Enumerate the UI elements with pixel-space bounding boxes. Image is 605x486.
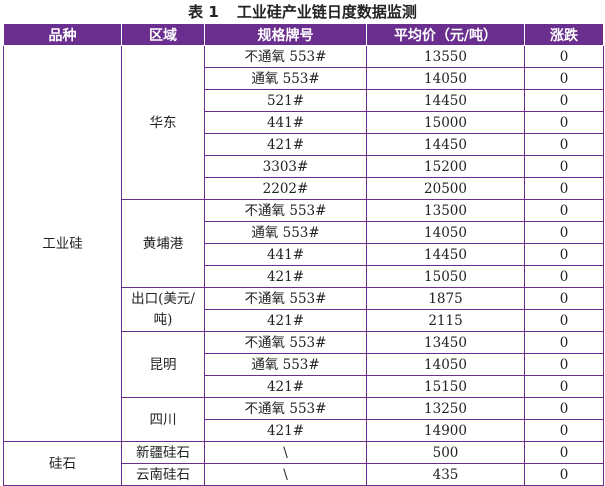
price-cell: 14900 [366, 419, 525, 442]
change-cell: 0 [524, 221, 604, 244]
spec-cell: 通氧 553# [204, 67, 367, 90]
price-cell: 15150 [366, 375, 525, 398]
table-row: 421# 15050 0 [4, 265, 604, 288]
table-row: 昆明 不通氧 553# 13450 0 [4, 331, 604, 398]
region-cell: 新疆硅石 [121, 441, 205, 464]
spec-cell: 不通氧 553# [204, 45, 367, 68]
price-cell: 14450 [366, 133, 525, 156]
price-cell: 15200 [366, 155, 525, 178]
table-body: 工业硅 华东 不通氧 553# 13550 0 通氧 553# 14050 0 521# 1445… [3, 45, 604, 486]
header-change: 涨跌 [524, 23, 604, 46]
change-cell: 0 [524, 419, 604, 442]
price-cell: 13450 [366, 331, 525, 354]
change-cell: 0 [524, 67, 604, 90]
table-row: 通氧 553# 14050 0 [4, 221, 604, 244]
price-cell: 14050 [366, 353, 525, 376]
price-cell: 435 [366, 463, 525, 486]
change-cell: 0 [524, 441, 604, 464]
region-cell: 出口(美元/吨) [121, 287, 205, 332]
price-cell: 13500 [366, 199, 525, 222]
region-cell: 昆明 [121, 331, 205, 398]
header-spec: 规格牌号 [204, 23, 367, 46]
table-row: 云南硅石 \ 435 0 [4, 463, 604, 486]
price-cell: 500 [366, 441, 525, 464]
table-row: 421# 15150 0 [4, 375, 604, 398]
price-cell: 14450 [366, 243, 525, 266]
spec-cell: 421# [204, 265, 367, 288]
region-cell: 黄埔港 [121, 199, 205, 288]
change-cell: 0 [524, 375, 604, 398]
table-caption: 表 1 工业硅产业链日度数据监测 [0, 0, 605, 22]
change-cell: 0 [524, 89, 604, 112]
table-row: 四川 不通氧 553# 13250 0 [4, 397, 604, 442]
change-cell: 0 [524, 331, 604, 354]
price-cell: 13250 [366, 397, 525, 420]
product-cell: 工业硅 [3, 45, 122, 442]
spec-cell: \ [204, 463, 367, 486]
price-cell: 14050 [366, 67, 525, 90]
spec-cell: 441# [204, 243, 367, 266]
price-cell: 14050 [366, 221, 525, 244]
region-cell: 四川 [121, 397, 205, 442]
spec-cell: 不通氧 553# [204, 397, 367, 420]
change-cell: 0 [524, 111, 604, 134]
region-cell: 云南硅石 [121, 463, 205, 486]
change-cell: 0 [524, 45, 604, 68]
spec-cell: \ [204, 441, 367, 464]
price-table: 品种 区域 规格牌号 平均价（元/吨） 涨跌 工业硅 华东 不通氧 553# 1355… [3, 23, 604, 486]
region-cell: 华东 [121, 45, 205, 200]
header-region: 区域 [121, 23, 205, 46]
price-cell: 15050 [366, 265, 525, 288]
spec-cell: 521# [204, 89, 367, 112]
change-cell: 0 [524, 155, 604, 178]
header-price: 平均价（元/吨） [366, 23, 525, 46]
spec-cell: 421# [204, 133, 367, 156]
change-cell: 0 [524, 287, 604, 310]
change-cell: 0 [524, 199, 604, 222]
price-cell: 1875 [366, 287, 525, 310]
change-cell: 0 [524, 243, 604, 266]
price-cell: 13550 [366, 45, 525, 68]
spec-cell: 不通氧 553# [204, 287, 367, 310]
table-row: 421# 14900 0 [4, 419, 604, 442]
header-row: 品种 区域 规格牌号 平均价（元/吨） 涨跌 [3, 23, 604, 46]
product-cell: 硅石 [3, 441, 122, 486]
table-row: 工业硅 华东 不通氧 553# 13550 0 [3, 45, 604, 442]
price-cell: 15000 [366, 111, 525, 134]
price-cell: 14450 [366, 89, 525, 112]
spec-cell: 421# [204, 375, 367, 398]
spec-cell: 441# [204, 111, 367, 134]
change-cell: 0 [524, 309, 604, 332]
table-number: 表 1 [188, 3, 219, 21]
table-row: 硅石 新疆硅石 \ 500 0 [3, 441, 604, 486]
price-cell: 20500 [366, 177, 525, 200]
spec-cell: 不通氧 553# [204, 199, 367, 222]
spec-cell: 不通氧 553# [204, 331, 367, 354]
header-product: 品种 [3, 23, 122, 46]
table-title: 工业硅产业链日度数据监测 [236, 3, 417, 21]
change-cell: 0 [524, 265, 604, 288]
change-cell: 0 [524, 463, 604, 486]
spec-cell: 2202# [204, 177, 367, 200]
price-cell: 2115 [366, 309, 525, 332]
change-cell: 0 [524, 133, 604, 156]
change-cell: 0 [524, 177, 604, 200]
table-row: 出口(美元/吨) 不通氧 553# 1875 0 [4, 287, 604, 332]
change-cell: 0 [524, 353, 604, 376]
spec-cell: 通氧 553# [204, 221, 367, 244]
spec-cell: 421# [204, 419, 367, 442]
change-cell: 0 [524, 397, 604, 420]
spec-cell: 421# [204, 309, 367, 332]
spec-cell: 通氧 553# [204, 353, 367, 376]
spec-cell: 3303# [204, 155, 367, 178]
table-row: 通氧 553# 14050 0 [4, 353, 604, 376]
